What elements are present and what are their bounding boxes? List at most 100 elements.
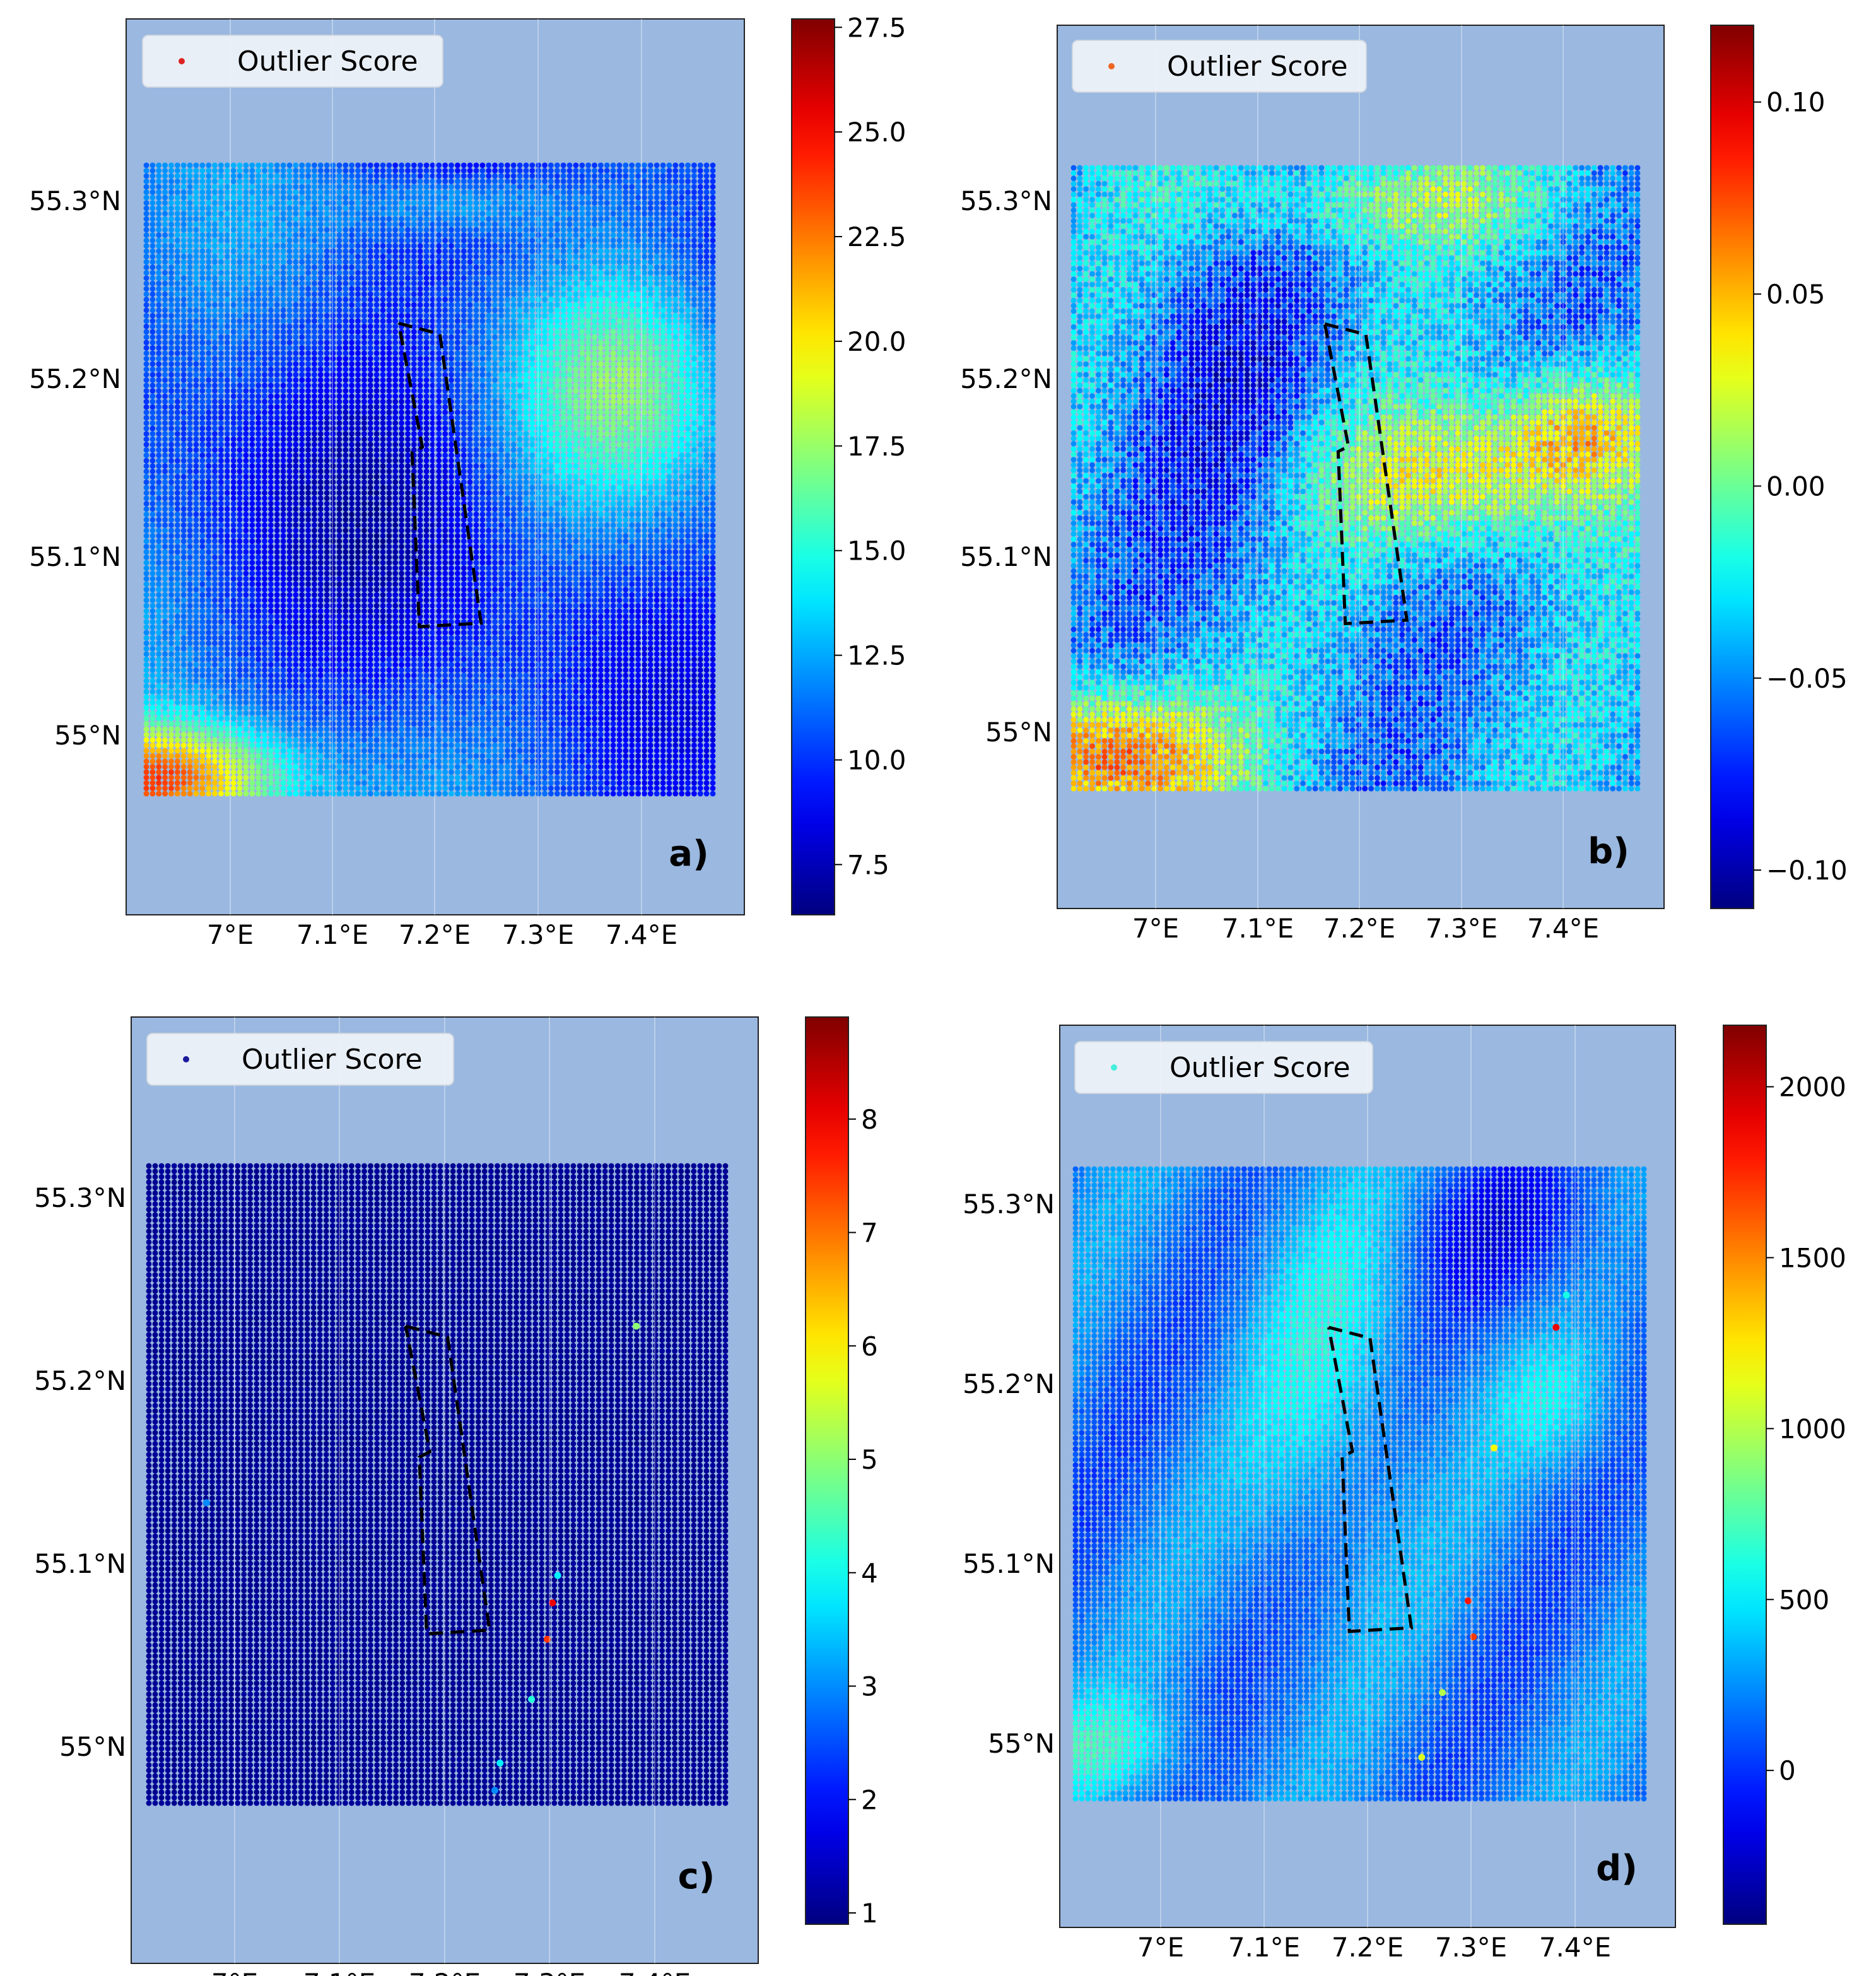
data-point: [604, 270, 610, 276]
data-point: [672, 340, 678, 346]
data-point: [144, 206, 149, 211]
data-point: [175, 394, 180, 399]
data-point: [629, 340, 635, 346]
data-point: [679, 173, 684, 179]
data-point: [206, 377, 211, 383]
data-point: [274, 383, 280, 389]
data-point: [418, 383, 423, 389]
data-point: [660, 189, 666, 195]
data-point: [554, 238, 560, 244]
data-point: [387, 216, 392, 222]
data-point: [418, 189, 423, 195]
data-point: [698, 163, 703, 168]
data-point: [623, 351, 628, 356]
data-point: [181, 340, 187, 346]
data-point: [691, 372, 697, 378]
data-point: [225, 297, 230, 302]
data-point: [436, 388, 442, 394]
data-point: [299, 206, 305, 211]
data-point: [299, 362, 305, 367]
data-point: [679, 372, 684, 378]
data-point: [150, 275, 156, 281]
data-point: [418, 195, 423, 201]
data-point: [498, 307, 504, 313]
data-point: [679, 264, 684, 270]
data-point: [592, 334, 597, 340]
data-point: [448, 383, 454, 389]
data-point: [199, 291, 205, 297]
data-point: [199, 254, 205, 259]
data-point: [212, 383, 218, 389]
data-point: [448, 275, 454, 281]
data-point: [585, 362, 591, 367]
data-point: [262, 168, 267, 173]
data-point: [573, 307, 579, 313]
data-point: [374, 259, 380, 265]
data-point: [156, 179, 161, 184]
data-point: [411, 173, 417, 179]
panel-a: 7°E 7.1°E 7.2°E 7.3°E 7.4°E55.3°N55.2°N55.1°…: [29, 12, 906, 950]
data-point: [529, 200, 535, 206]
data-point: [498, 195, 504, 201]
data-point: [374, 216, 380, 222]
data-point: [168, 264, 174, 270]
data-point: [361, 254, 367, 259]
data-point: [368, 367, 373, 372]
data-point: [281, 216, 286, 222]
data-point: [212, 238, 218, 244]
data-point: [592, 351, 597, 356]
data-point: [561, 200, 566, 206]
data-point: [424, 184, 430, 190]
data-point: [361, 281, 367, 286]
data-point: [199, 243, 205, 249]
data-point: [349, 345, 355, 351]
data-point: [554, 264, 560, 270]
data-point: [392, 200, 398, 206]
data-point: [318, 254, 324, 259]
data-point: [617, 388, 623, 394]
data-point: [529, 291, 535, 297]
data-point: [343, 302, 348, 308]
data-point: [399, 249, 404, 254]
data-point: [206, 302, 211, 308]
data-point: [567, 291, 573, 297]
data-point: [474, 340, 479, 346]
data-point: [237, 238, 243, 244]
data-point: [635, 394, 641, 399]
data-point: [474, 259, 479, 265]
data-point: [331, 356, 336, 362]
data-point: [492, 211, 498, 216]
data-point: [268, 249, 274, 254]
data-point: [585, 377, 591, 383]
data-point: [249, 259, 255, 265]
data-point: [368, 383, 373, 389]
data-point: [361, 297, 367, 302]
data-point: [455, 206, 460, 211]
data-point: [635, 259, 641, 265]
data-point: [181, 345, 187, 351]
data-point: [361, 340, 367, 346]
data-point: [561, 324, 566, 329]
data-point: [648, 211, 654, 216]
data-point: [337, 249, 343, 254]
data-point: [262, 297, 267, 302]
data-point: [287, 275, 293, 281]
data-point: [542, 334, 548, 340]
data-point: [168, 377, 174, 383]
data-point: [455, 275, 460, 281]
data-point: [511, 394, 517, 399]
data-point: [194, 362, 199, 367]
data-point: [635, 264, 641, 270]
data-point: [387, 291, 392, 297]
data-point: [349, 286, 355, 291]
data-point: [542, 221, 548, 227]
data-point: [561, 307, 566, 313]
data-point: [175, 264, 180, 270]
data-point: [573, 275, 579, 281]
data-point: [480, 238, 486, 244]
data-point: [262, 377, 267, 383]
data-point: [361, 249, 367, 254]
data-point: [480, 189, 486, 195]
data-point: [704, 281, 710, 286]
data-point: [349, 249, 355, 254]
